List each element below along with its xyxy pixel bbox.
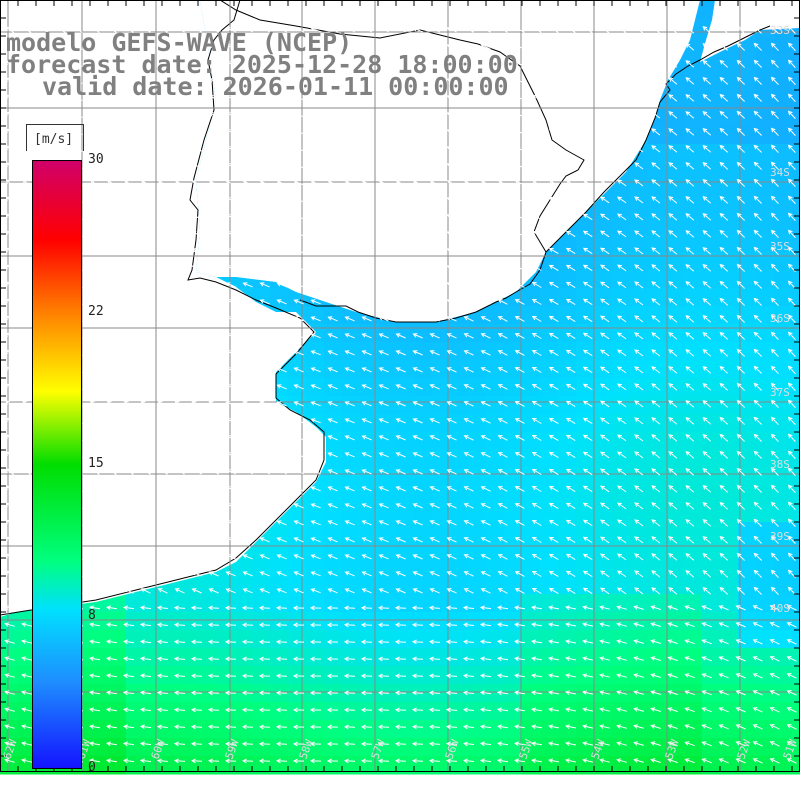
valid-date: valid date: 2026-01-11 00:00:00 [42,72,509,101]
colorbar-tick-15: 15 [88,456,104,471]
colorbar-unit: [m/s] [34,132,74,147]
model-title: modelo GEFS-WAVE (NCEP) [6,28,353,57]
colorbar-tick-8: 8 [88,608,96,623]
lat-label: 33S [770,24,790,37]
lat-label: 40S [770,602,790,615]
lat-label: 37S [770,386,790,399]
lat-label: 36S [770,312,790,325]
wind-arrows [4,25,797,764]
lat-lon-grid [0,0,800,772]
colorbar-unit-bracket [26,124,84,151]
lat-label: 34S [770,166,790,179]
colorbar [32,160,82,769]
lat-label: 39S [770,530,790,543]
colorbar-tick-0: 0 [88,760,96,775]
colorbar-tick-22: 22 [88,304,104,319]
colorbar-tick-30: 30 [88,152,104,167]
lat-label: 38S [770,458,790,471]
latitude-labels: 33S 34S 35S 36S 37S 38S 39S 40S [770,24,790,615]
lat-label: 35S [770,240,790,253]
forecast-date: forecast date: 2025-12-28 18:00:00 [6,50,518,79]
